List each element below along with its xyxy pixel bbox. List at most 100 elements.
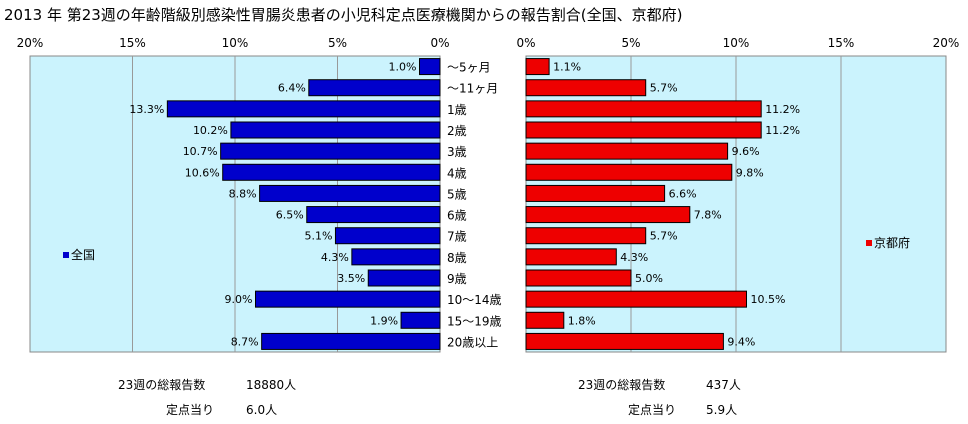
bar-0-4 bbox=[220, 142, 441, 160]
bar-label-0-0: 1.0% bbox=[389, 61, 417, 74]
bar-1-4 bbox=[525, 142, 729, 160]
x-tick-label: 10% bbox=[222, 36, 249, 50]
bar-label-0-10: 3.5% bbox=[337, 272, 365, 285]
bar-0-0 bbox=[419, 58, 441, 76]
legend-national-swatch bbox=[63, 252, 69, 258]
kyoto-total-value: 437人 bbox=[706, 378, 741, 392]
bar-0-12 bbox=[400, 311, 441, 329]
bar-label-0-9: 4.3% bbox=[321, 251, 349, 264]
category-label-6: 5歳 bbox=[447, 187, 467, 201]
bar-1-10 bbox=[525, 269, 632, 287]
bar-1-1 bbox=[525, 79, 647, 97]
bar-1-13 bbox=[525, 332, 724, 350]
bar-label-0-5: 10.6% bbox=[185, 166, 220, 179]
kyoto-per-value: 5.9人 bbox=[706, 403, 737, 417]
bar-label-0-8: 5.1% bbox=[304, 230, 332, 243]
bar-label-0-3: 10.2% bbox=[193, 124, 228, 137]
bar-1-2 bbox=[525, 100, 762, 118]
bar-label-1-7: 7.8% bbox=[694, 209, 722, 222]
x-tick-label: 0% bbox=[430, 36, 449, 50]
kyoto-per-label: 定点当り bbox=[628, 402, 676, 417]
bar-label-1-1: 5.7% bbox=[650, 82, 678, 95]
category-label-5: 4歳 bbox=[447, 166, 467, 180]
category-label-2: 1歳 bbox=[447, 103, 467, 117]
legend-kyoto-label: 京都府 bbox=[874, 235, 910, 250]
bar-label-0-11: 9.0% bbox=[225, 293, 253, 306]
bar-1-3 bbox=[525, 121, 762, 139]
bar-label-1-12: 1.8% bbox=[568, 314, 596, 327]
bar-0-1 bbox=[308, 79, 441, 97]
x-tick-label: 15% bbox=[828, 36, 855, 50]
x-tick-label: 15% bbox=[119, 36, 146, 50]
x-tick-label: 10% bbox=[723, 36, 750, 50]
national-per-value: 6.0人 bbox=[246, 403, 277, 417]
legend-kyoto-swatch bbox=[866, 240, 872, 246]
bar-label-1-0: 1.1% bbox=[553, 61, 581, 74]
category-label-7: 6歳 bbox=[447, 209, 467, 223]
bar-0-8 bbox=[334, 227, 441, 245]
legend-kyoto: 京都府 bbox=[866, 235, 910, 250]
category-labels: ～5ヶ月 ～11ヶ月 1歳 2歳 3歳 4歳 5歳 6歳 7歳 8歳 9歳 10～14歳 15～19歳 2… bbox=[447, 61, 502, 350]
category-label-3: 2歳 bbox=[447, 124, 467, 138]
bar-label-1-11: 10.5% bbox=[751, 293, 786, 306]
kyoto-total-label: 23週の総報告数 bbox=[578, 377, 665, 392]
category-label-0: ～5ヶ月 bbox=[447, 61, 491, 75]
national-total-value: 18880人 bbox=[246, 378, 296, 392]
category-label-11: 10～14歳 bbox=[447, 293, 502, 307]
category-label-1: ～11ヶ月 bbox=[447, 82, 498, 96]
bar-label-0-1: 6.4% bbox=[278, 82, 306, 95]
x-tick-label: 5% bbox=[621, 36, 640, 50]
bar-1-12 bbox=[525, 311, 565, 329]
bar-0-13 bbox=[261, 332, 441, 350]
bar-label-1-4: 9.6% bbox=[732, 145, 760, 158]
bar-0-2 bbox=[166, 100, 441, 118]
bar-0-9 bbox=[351, 248, 441, 266]
bar-label-1-6: 6.6% bbox=[669, 187, 697, 200]
bar-label-1-2: 11.2% bbox=[765, 103, 800, 116]
bar-label-0-6: 8.8% bbox=[229, 187, 257, 200]
legend-national: 全国 bbox=[63, 247, 95, 262]
bar-0-7 bbox=[306, 206, 441, 224]
bar-label-1-8: 5.7% bbox=[650, 230, 678, 243]
chart-title: 2013 年 第23週の年齢階級別感染性胃腸炎患者の小児科定点医療機関からの報告… bbox=[4, 6, 683, 24]
right-panel-kyoto: 0% 5% 10% 15% 20% 1.1% 5.7% 11.2% 11.2% 9.6% 9.8% 6… bbox=[516, 36, 960, 353]
category-label-12: 15～19歳 bbox=[447, 314, 502, 328]
bar-1-0 bbox=[525, 58, 550, 76]
category-label-13: 20歳以上 bbox=[447, 335, 498, 349]
bar-label-1-10: 5.0% bbox=[635, 272, 663, 285]
bar-0-10 bbox=[367, 269, 441, 287]
footer-national: 23週の総報告数 18880人 定点当り 6.0人 bbox=[118, 377, 296, 417]
footer-kyoto: 23週の総報告数 437人 定点当り 5.9人 bbox=[578, 377, 741, 417]
bar-label-1-13: 9.4% bbox=[727, 335, 755, 348]
x-tick-label: 20% bbox=[933, 36, 960, 50]
bar-1-11 bbox=[525, 290, 747, 308]
bar-label-0-4: 10.7% bbox=[183, 145, 218, 158]
bar-label-0-12: 1.9% bbox=[370, 314, 398, 327]
bar-label-1-5: 9.8% bbox=[736, 166, 764, 179]
bar-0-6 bbox=[259, 184, 441, 202]
x-tick-label: 20% bbox=[17, 36, 44, 50]
national-per-label: 定点当り bbox=[166, 402, 214, 417]
category-label-4: 3歳 bbox=[447, 145, 467, 159]
bar-label-0-13: 8.7% bbox=[231, 335, 259, 348]
category-label-8: 7歳 bbox=[447, 230, 467, 244]
x-tick-label: 5% bbox=[328, 36, 347, 50]
category-label-9: 8歳 bbox=[447, 251, 467, 265]
bar-label-1-3: 11.2% bbox=[765, 124, 800, 137]
bar-0-5 bbox=[222, 163, 441, 181]
legend-national-label: 全国 bbox=[71, 247, 95, 262]
category-label-10: 9歳 bbox=[447, 272, 467, 286]
bar-label-1-9: 4.3% bbox=[620, 251, 648, 264]
bar-1-7 bbox=[525, 206, 691, 224]
bar-1-8 bbox=[525, 227, 647, 245]
bar-label-0-2: 13.3% bbox=[129, 103, 164, 116]
x-tick-label: 0% bbox=[516, 36, 535, 50]
national-total-label: 23週の総報告数 bbox=[118, 377, 205, 392]
bar-1-6 bbox=[525, 184, 666, 202]
bar-1-5 bbox=[525, 163, 733, 181]
bar-1-9 bbox=[525, 248, 617, 266]
left-panel-national: 20% 15% 10% 5% 0% 1.0% 6.4% 13.3% 10.2% 10.7% 10.6… bbox=[17, 36, 450, 353]
bar-label-0-7: 6.5% bbox=[276, 209, 304, 222]
bar-0-11 bbox=[255, 290, 441, 308]
